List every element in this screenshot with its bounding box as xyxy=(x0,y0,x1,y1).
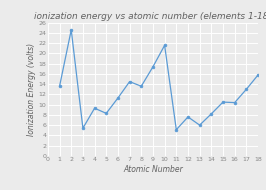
X-axis label: Atomic Number: Atomic Number xyxy=(123,165,183,174)
Title: ionization energy vs atomic number (elements 1-18): ionization energy vs atomic number (elem… xyxy=(34,12,266,21)
Y-axis label: Ionization Energy (volts): Ionization Energy (volts) xyxy=(27,43,36,136)
